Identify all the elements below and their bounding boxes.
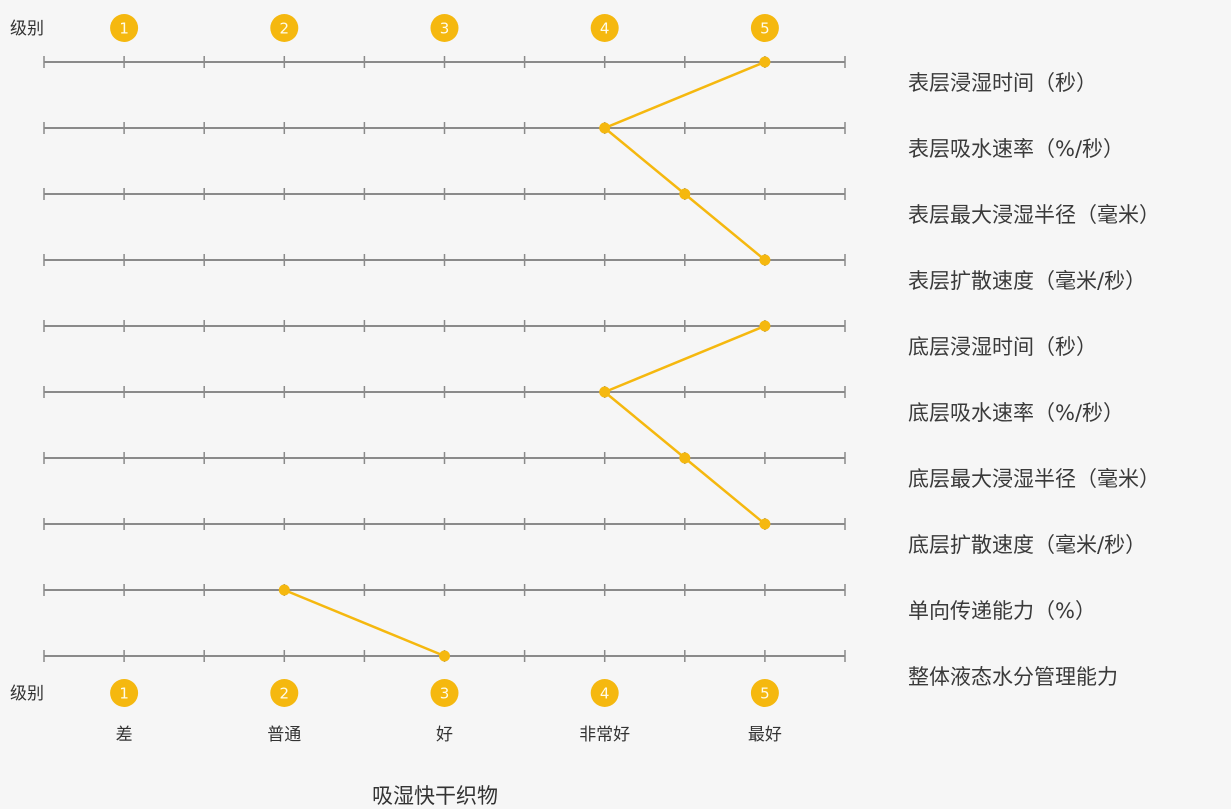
- data-point: [679, 188, 691, 200]
- level-badge-number: 2: [280, 685, 290, 703]
- level-badge: [590, 679, 619, 707]
- grade-label: 好: [436, 725, 453, 745]
- level-badge: [750, 679, 779, 707]
- grade-label: 非常好: [579, 725, 630, 745]
- data-point: [759, 254, 771, 266]
- level-badge-number: 4: [600, 685, 610, 703]
- row-label: 表层最大浸湿半径（毫米）: [908, 203, 1160, 227]
- row-label: 表层吸水速率（%/秒）: [908, 137, 1124, 161]
- data-point: [439, 650, 450, 662]
- level-badge-number: 3: [440, 20, 450, 38]
- row-label: 单向传递能力（%）: [908, 599, 1096, 623]
- row-label: 底层扩散速度（毫米/秒）: [908, 533, 1146, 557]
- level-label-top: 级别: [10, 19, 44, 39]
- level-label-bottom: 级别: [10, 684, 44, 704]
- level-badge-number: 3: [440, 685, 450, 703]
- data-point: [759, 518, 771, 530]
- data-point: [759, 320, 771, 332]
- level-badge: [270, 14, 299, 42]
- level-badge-number: 4: [600, 20, 610, 38]
- data-point: [679, 452, 691, 464]
- level-badge: [270, 679, 299, 707]
- level-badge-number: 2: [280, 20, 290, 38]
- level-badge: [430, 14, 459, 42]
- data-point: [599, 122, 611, 134]
- grade-label: 最好: [748, 725, 782, 745]
- row-label: 底层吸水速率（%/秒）: [908, 401, 1124, 425]
- level-badge: [110, 14, 139, 42]
- data-point: [278, 584, 290, 596]
- row-label: 表层扩散速度（毫米/秒）: [908, 269, 1146, 293]
- row-label: 底层浸湿时间（秒）: [908, 335, 1097, 359]
- series-line: [603, 324, 766, 525]
- level-badge-number: 5: [760, 20, 770, 38]
- level-badge: [590, 14, 619, 42]
- series-line: [283, 588, 445, 658]
- grade-label: 差: [116, 725, 133, 745]
- level-badge-number: 1: [119, 20, 129, 38]
- row-label: 整体液态水分管理能力: [908, 665, 1118, 689]
- level-badge: [110, 679, 139, 707]
- level-badge: [750, 14, 779, 42]
- data-point: [759, 56, 771, 68]
- level-badge-number: 5: [760, 685, 770, 703]
- row-label: 底层最大浸湿半径（毫米）: [908, 467, 1160, 491]
- level-badge: [430, 679, 459, 707]
- series-line: [603, 60, 766, 261]
- data-point: [599, 386, 611, 398]
- grade-label: 普通: [267, 725, 301, 745]
- chart-title: 吸湿快干织物: [372, 784, 498, 808]
- row-label: 表层浸湿时间（秒）: [908, 71, 1097, 95]
- level-badge-number: 1: [119, 685, 129, 703]
